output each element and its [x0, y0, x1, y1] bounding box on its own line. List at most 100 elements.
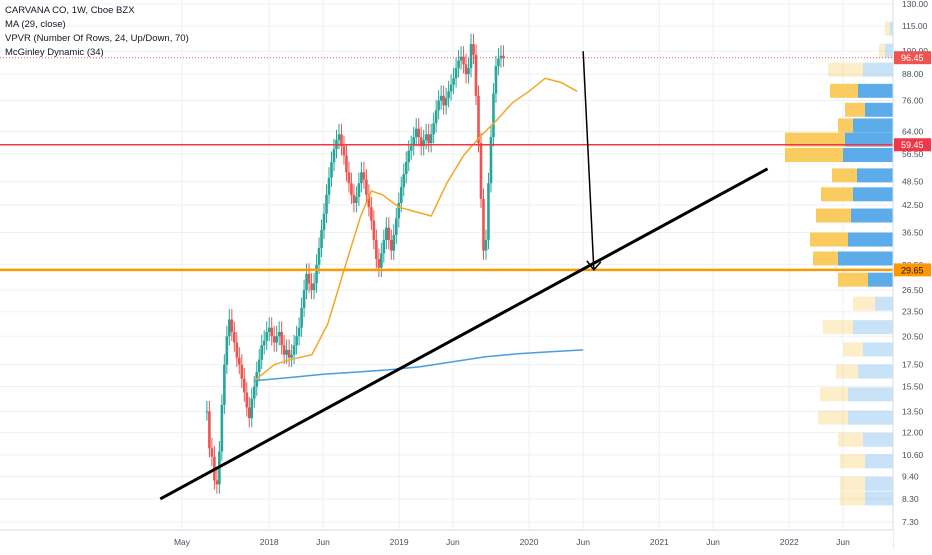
y-tick-label: 100.00: [902, 46, 928, 56]
vpvr-up-bar: [865, 102, 893, 117]
vpvr-up-bar: [863, 62, 893, 77]
vpvr-up-bar: [843, 147, 893, 162]
candle-body: [464, 64, 468, 75]
candle-body: [228, 319, 231, 337]
x-tick-label: Jun: [836, 537, 850, 547]
candle-body: [297, 327, 301, 337]
y-tick-label: 12.00: [902, 428, 924, 438]
vpvr-up-bar: [848, 232, 893, 247]
candle-body: [242, 378, 246, 393]
price-badge-label: 59.45: [901, 140, 924, 150]
vpvr-up-bar: [890, 21, 893, 36]
y-tick-label: 7.30: [902, 517, 919, 527]
candle-body: [442, 95, 445, 106]
vpvr-up-bar: [868, 272, 893, 287]
vpvr-up-bar: [858, 364, 893, 379]
vpvr-up-bar: [863, 342, 893, 357]
candle-body: [362, 172, 366, 180]
vpvr-down-bar: [816, 208, 851, 223]
candle-body: [487, 183, 490, 241]
candle-body: [469, 44, 473, 69]
candle-body: [307, 273, 311, 284]
vpvr-up-bar: [853, 118, 893, 133]
candle-body: [414, 128, 418, 138]
candle-body: [497, 58, 500, 67]
y-tick-label: 88.00: [902, 69, 924, 79]
candle-body: [402, 174, 406, 188]
candle-body: [220, 404, 224, 452]
candle-body: [320, 230, 323, 248]
candle-body: [295, 336, 298, 346]
vpvr-down-bar: [853, 296, 875, 311]
candle-body: [225, 336, 229, 365]
y-tick-label: 130.00: [902, 0, 928, 9]
candle-body: [404, 162, 408, 175]
y-tick-label: 13.50: [902, 406, 924, 416]
x-tick-label: May: [174, 537, 191, 547]
y-tick-label: 10.60: [902, 450, 924, 460]
legend-ma[interactable]: MA (29, close): [5, 19, 66, 30]
candle-body: [477, 95, 480, 144]
vpvr-up-bar: [838, 251, 893, 266]
vpvr-down-bar: [828, 62, 863, 77]
candle-body: [287, 349, 291, 358]
candle-body: [419, 137, 423, 147]
y-tick-label: 42.50: [902, 200, 924, 210]
candle-body: [340, 134, 343, 147]
candle-body: [375, 240, 378, 259]
candle-body: [300, 307, 303, 328]
vpvr-up-bar: [848, 410, 893, 425]
candle-body: [387, 227, 391, 241]
candle-body: [482, 198, 485, 251]
vpvr-up-bar: [853, 320, 893, 335]
legend-mcginley[interactable]: McGinley Dynamic (34): [5, 47, 104, 58]
y-tick-label: 36.50: [902, 227, 924, 237]
candle-body: [332, 149, 336, 163]
legend-vpvr[interactable]: VPVR (Number Of Rows, 24, Up/Down, 70): [5, 33, 189, 44]
arrow-line[interactable]: [582, 51, 595, 270]
candle-body: [315, 264, 318, 284]
vpvr-down-bar: [843, 342, 863, 357]
candle-body: [380, 253, 383, 268]
candle-body: [205, 411, 209, 413]
candle-body: [444, 98, 448, 106]
candle-body: [467, 68, 470, 75]
time-axis-bg: [0, 530, 893, 550]
candle-body: [245, 392, 249, 408]
candle-body: [250, 398, 254, 419]
price-badge: [894, 263, 931, 277]
x-tick-label: Jun: [706, 537, 720, 547]
price-badge-label: 96.45: [901, 53, 924, 63]
candle-body: [484, 240, 488, 251]
candle-body: [310, 283, 313, 291]
y-tick-label: 23.50: [902, 307, 924, 317]
vpvr-up-bar: [865, 454, 893, 469]
vpvr-up-bar: [858, 83, 893, 98]
vpvr-down-bar: [785, 132, 845, 147]
vpvr-down-bar: [838, 432, 863, 447]
candle-body: [449, 84, 453, 92]
x-tick-label: 2019: [390, 537, 409, 547]
vpvr-down-bar: [885, 21, 890, 36]
trendline[interactable]: [159, 167, 769, 501]
candle-body: [447, 91, 450, 99]
x-tick-label: Jun: [576, 537, 590, 547]
ma-line[interactable]: [253, 77, 578, 382]
candle-body: [337, 134, 341, 141]
legend-symbol[interactable]: CARVANA CO, 1W, Cboe BZX: [5, 5, 135, 16]
candle-body: [345, 155, 348, 173]
candle-body: [285, 349, 288, 355]
vpvr-down-bar: [821, 187, 853, 202]
candle-body: [492, 93, 495, 138]
candle-body: [282, 345, 286, 355]
vpvr-down-bar: [879, 43, 885, 58]
candle-body: [432, 123, 435, 135]
mcginley-line[interactable]: [254, 349, 584, 382]
vpvr-up-bar: [851, 208, 893, 223]
candle-body: [417, 128, 421, 138]
x-tick-label: 2021: [650, 537, 669, 547]
vpvr-up-bar: [865, 491, 893, 506]
candle-body: [252, 386, 256, 399]
